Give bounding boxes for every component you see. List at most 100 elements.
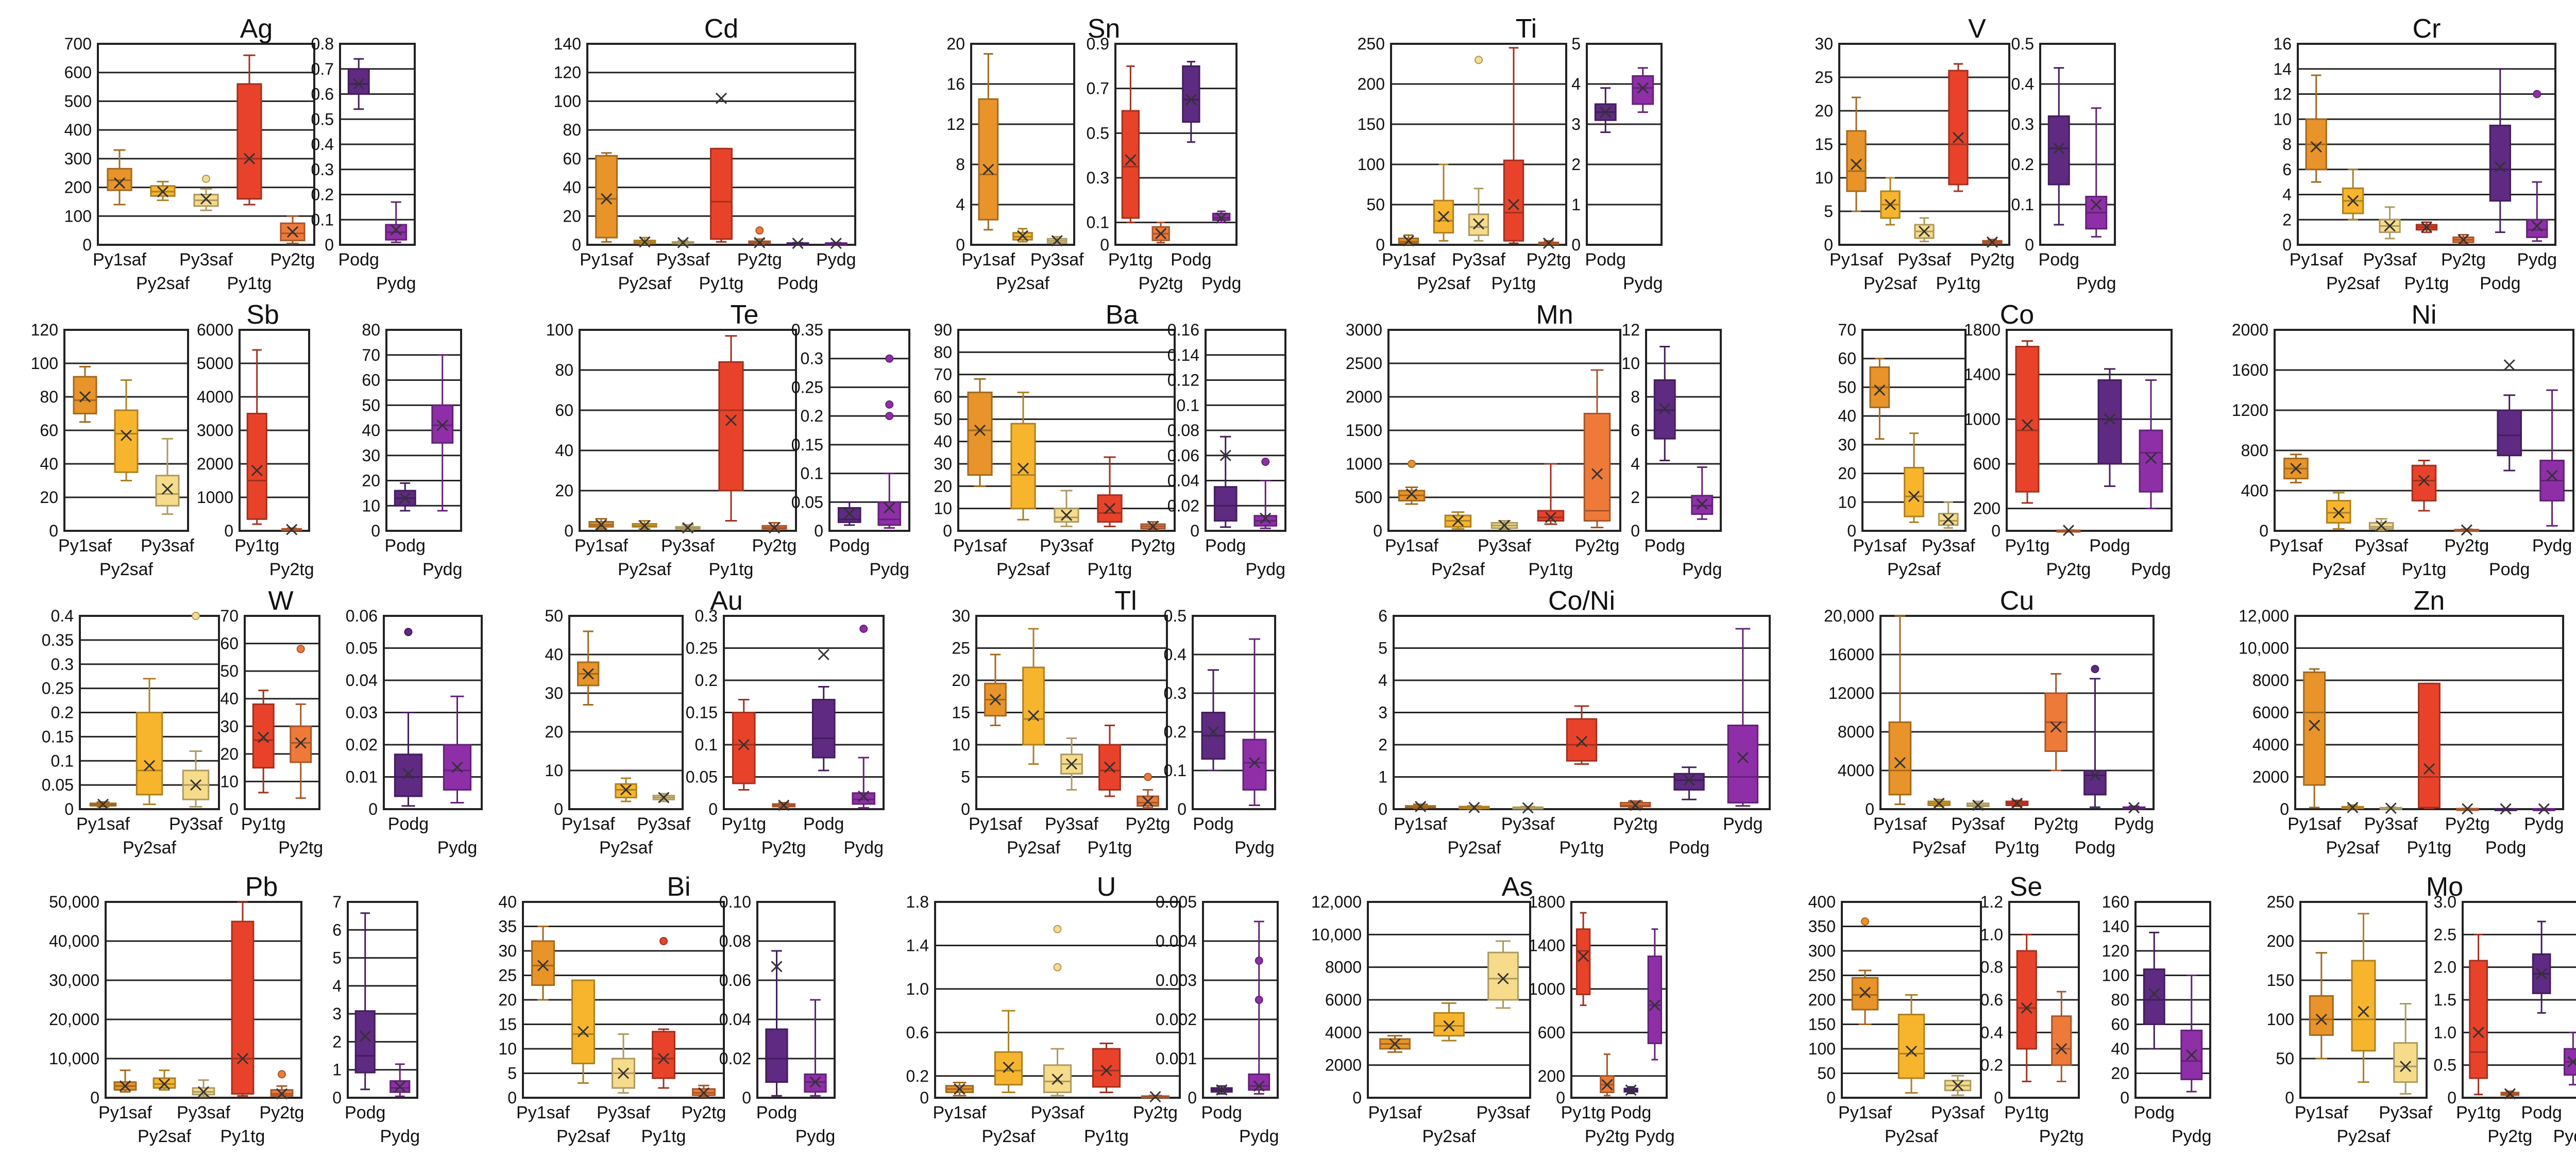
x-category-label: Py2saf xyxy=(996,274,1049,293)
mean-x-b xyxy=(390,224,402,236)
outlier-point xyxy=(885,412,894,421)
chart-title: Ag xyxy=(240,14,273,44)
mean-x-b xyxy=(1545,511,1557,524)
panel: 0 5 10 15 20 25 30 35 40 Py1saf Py2saf Py3saf Py1tg P… xyxy=(498,893,726,1146)
x-category-label: Py2saf xyxy=(136,274,190,293)
mean-marker xyxy=(1952,131,1964,144)
x-category-label: Py2saf xyxy=(123,838,176,858)
mean-x-b xyxy=(1402,235,1415,247)
box-py2saf: Py2saf xyxy=(1863,177,1918,293)
mean-marker xyxy=(120,429,132,441)
box-iqr xyxy=(2393,1042,2418,1083)
y-tick-label: 0 xyxy=(1631,522,1640,540)
mean-x-b xyxy=(1155,228,1167,240)
y-tick-label: 3 xyxy=(1378,703,1387,722)
y-tick-label: 0.5 xyxy=(311,110,334,128)
mean-marker xyxy=(1185,94,1197,106)
x-category-label: Py2tg xyxy=(278,838,323,858)
mean-x-b xyxy=(2090,198,2102,211)
mean-x-b xyxy=(778,799,790,811)
mean-marker xyxy=(1437,211,1450,223)
y-tick-label: 40 xyxy=(2111,1040,2129,1058)
y-tick-label: 0.8 xyxy=(1980,958,2003,977)
mean-x-b xyxy=(792,238,804,249)
mean-marker xyxy=(2310,141,2322,153)
mean-marker xyxy=(451,761,463,773)
box-iqr xyxy=(2411,464,2437,501)
box-py1saf: Py1saf xyxy=(2269,454,2323,556)
x-category-label: Py1tg xyxy=(1088,560,1132,579)
box-py3saf: Py3saf xyxy=(597,1033,651,1122)
chart-pb: Pb 0 10,000 20,000 30,000 40,000 50,000 Py1saf P… xyxy=(49,872,420,1146)
chart-title: Ti xyxy=(1516,14,1537,44)
mean-marker xyxy=(2458,234,2469,246)
y-tick-label: 120 xyxy=(554,63,581,82)
x-category-label: Py1tg xyxy=(2404,274,2449,293)
x-category-label: Py3saf xyxy=(169,814,223,834)
chart-title: Zn xyxy=(2414,586,2445,616)
chart-title: Pb xyxy=(245,872,278,902)
mean-marker xyxy=(258,731,269,743)
y-tick-label: 1800 xyxy=(1529,893,1565,911)
y-tick-label: 30 xyxy=(545,684,563,702)
y-tick-label: 0.3 xyxy=(311,160,334,179)
mean-x-b xyxy=(295,737,307,749)
y-tick-label: 20 xyxy=(498,991,517,1009)
box-py1saf: Py1saf xyxy=(562,630,615,834)
y-tick-label: 0 xyxy=(814,522,823,540)
x-category-label: Py1saf xyxy=(1873,814,1927,834)
chart-title: Co/Ni xyxy=(1548,586,1615,616)
box-py1saf: Py1saf xyxy=(1385,460,1439,556)
box-podg: Podg xyxy=(1205,435,1246,556)
mean-marker xyxy=(989,694,1002,706)
plot-frame xyxy=(1645,329,1722,532)
mean-x-b xyxy=(1600,106,1612,118)
outlier-point xyxy=(1144,773,1152,781)
mean-marker xyxy=(1219,449,1231,461)
y-tick-label: 0.05 xyxy=(42,776,74,794)
mean-marker xyxy=(698,1087,710,1099)
box-iqr xyxy=(2016,950,2037,1050)
box-py1tg: Py1tg xyxy=(1084,1042,1129,1146)
y-tick-label: 0.4 xyxy=(311,135,334,154)
mean-marker xyxy=(79,391,91,403)
y-tick-label: 4000 xyxy=(197,388,233,406)
x-category-label: Py3saf xyxy=(1040,536,1093,556)
chart-cd: Cd 0 20 40 60 80 100 120 140 Py1saf Py2saf Py3saf Py… xyxy=(554,14,856,293)
box-py2tg: Py2tg xyxy=(1527,237,1571,270)
plot-frame xyxy=(347,901,418,1099)
y-tick-label: 150 xyxy=(1808,1015,1836,1034)
mean-marker xyxy=(617,1067,630,1079)
panel: 0 0.1 0.3 0.5 0.7 0.9 Py1tg Py2tg Podg Pydg xyxy=(1087,35,1242,293)
mean-marker xyxy=(982,163,994,175)
mean-marker xyxy=(1100,1065,1112,1077)
mean-marker xyxy=(658,792,670,803)
x-category-label: Py2saf xyxy=(2326,274,2380,293)
plot-frame xyxy=(2299,901,2428,1099)
mean-marker xyxy=(954,1083,965,1095)
mean-marker xyxy=(1147,521,1159,532)
mean-marker xyxy=(1659,403,1671,414)
mean-marker xyxy=(582,668,594,680)
y-tick-label: 100 xyxy=(31,354,58,373)
y-tick-label: 0 xyxy=(1378,800,1387,818)
outlier-point xyxy=(192,612,200,620)
x-category-label: Py1tg xyxy=(721,814,766,834)
chart-zn: Zn 0 2000 4000 6000 8000 10,000 12,000 Py1saf Py2… xyxy=(2239,586,2564,858)
y-tick-label: 5 xyxy=(1824,202,1833,221)
mean-x-b xyxy=(2021,419,2033,431)
plot-frame xyxy=(957,329,1176,532)
y-tick-label: 0 xyxy=(1826,1088,1836,1107)
x-category-label: Py3saf xyxy=(661,536,715,556)
x-category-label: Py2tg xyxy=(2441,250,2486,270)
mean-x-b xyxy=(1248,757,1261,769)
box-py1tg: Py1tg xyxy=(709,335,753,579)
x-category-label: Pydg xyxy=(1246,560,1286,579)
box-py2tg: Py2tg xyxy=(260,1070,304,1122)
x-category-label: Py1saf xyxy=(953,536,1007,556)
panel: 0 10 20 30 40 50 60 70 Py1saf Py2saf Py3saf xyxy=(1838,321,1975,579)
x-category-label: Py1tg xyxy=(1529,560,1573,579)
mean-x-b xyxy=(258,731,269,743)
